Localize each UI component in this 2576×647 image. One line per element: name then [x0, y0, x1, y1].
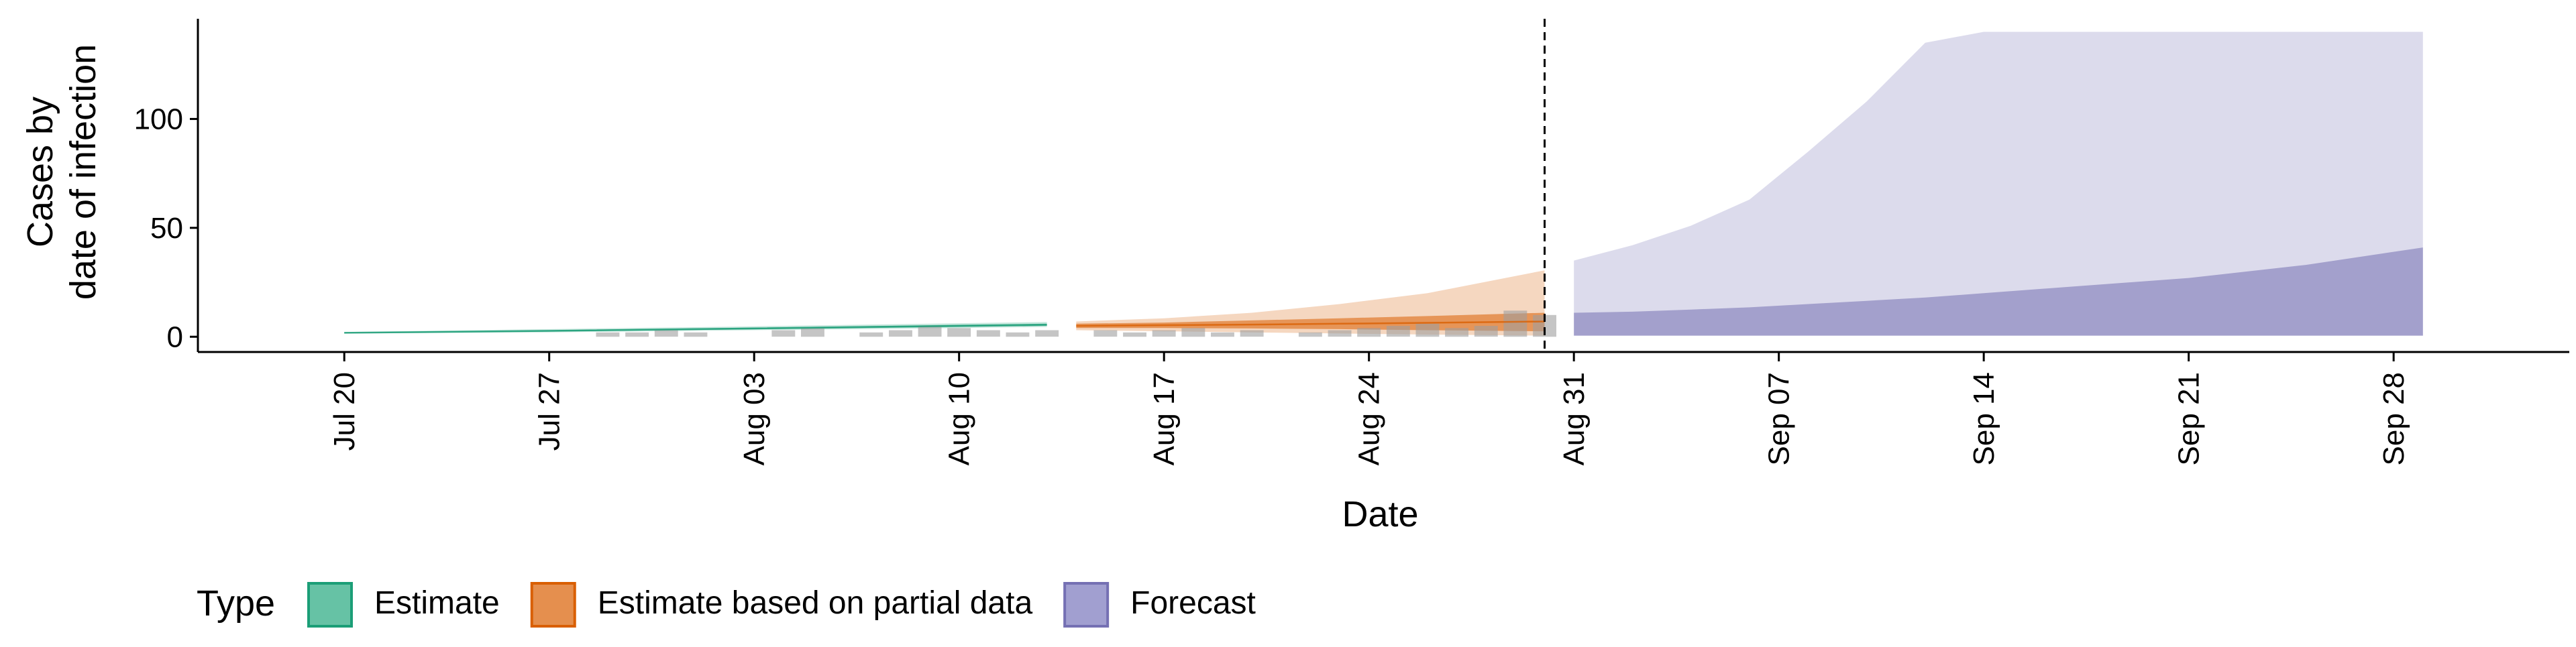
- median-lines-layer: [344, 320, 1545, 334]
- observed-bar: [771, 330, 796, 337]
- x-tick-label: Sep 14: [1968, 372, 2000, 465]
- observed-bar: [1357, 328, 1381, 337]
- y-tick-label: 0: [167, 320, 183, 353]
- observed-bars-layer: [596, 310, 1556, 337]
- observed-bar: [976, 330, 1000, 337]
- legend-item-estimate-based-on-partial-data: Estimate based on partial data: [530, 582, 1033, 628]
- x-tick-label: Aug 24: [1353, 372, 1386, 465]
- labels-layer: 0 50 100 Jul 20 Jul 27 Aug 03 Aug 10 Aug 17 Aug …: [20, 44, 2410, 534]
- bands-layer: [344, 32, 2423, 336]
- observed-bar: [1386, 326, 1410, 337]
- x-tick-label: Sep 21: [2173, 372, 2206, 465]
- axes-layer: [190, 19, 2569, 361]
- legend-label: Estimate based on partial data: [598, 585, 1033, 621]
- observed-bar: [1123, 332, 1146, 337]
- estimate-median-line: [344, 324, 1047, 334]
- observed-bar: [1240, 330, 1264, 337]
- forecast-inner-band: [1574, 247, 2423, 336]
- y-tick-label: 100: [134, 103, 183, 135]
- legend-item-forecast: Forecast: [1063, 582, 1256, 628]
- observed-bar: [1006, 332, 1030, 337]
- legend-title: Type: [197, 583, 275, 624]
- observed-bar: [1093, 330, 1118, 337]
- estimate-based-on-partial-data-median-line: [1076, 320, 1545, 327]
- observed-bar: [1035, 330, 1059, 337]
- x-axis-title: Date: [1342, 494, 1418, 534]
- observed-bar: [1415, 323, 1440, 337]
- x-tick-label: Sep 07: [1763, 372, 1796, 465]
- legend-swatch: [1063, 582, 1110, 628]
- y-axis-title: Cases bydate of infection: [20, 44, 103, 300]
- observed-bar: [918, 326, 942, 337]
- observed-bar: [684, 332, 708, 337]
- observed-bar: [625, 332, 649, 337]
- observed-bar: [654, 330, 678, 337]
- observed-bar: [1181, 328, 1205, 337]
- forecast-outer-band: [1574, 32, 2423, 336]
- x-tick-label: Jul 20: [328, 372, 361, 451]
- y-axis-title-line: date of infection: [63, 44, 103, 300]
- observed-bar: [1503, 310, 1527, 337]
- observed-bar: [859, 332, 883, 337]
- x-tick-label: Aug 31: [1558, 372, 1591, 465]
- legend-item-estimate: Estimate: [307, 582, 500, 628]
- observed-bar: [1152, 330, 1176, 337]
- legend: Type Estimate Estimate based on partial da…: [197, 582, 1256, 628]
- x-tick-label: Aug 03: [738, 372, 771, 465]
- x-tick-label: Jul 27: [533, 372, 566, 451]
- observed-bar: [1298, 332, 1322, 337]
- legend-label: Estimate: [374, 585, 500, 621]
- observed-bar: [947, 328, 971, 337]
- observed-bar: [1445, 328, 1468, 337]
- legend-label: Forecast: [1130, 585, 1256, 621]
- observed-bar: [1211, 332, 1234, 337]
- x-tick-label: Aug 17: [1148, 372, 1181, 465]
- observed-bar: [596, 332, 620, 337]
- x-tick-label: Aug 10: [943, 372, 976, 465]
- legend-swatch: [307, 582, 353, 628]
- observed-bar: [801, 328, 824, 337]
- legend-swatch: [530, 582, 576, 628]
- y-axis-title-line: Cases by: [20, 97, 60, 247]
- observed-bar: [1328, 330, 1352, 337]
- x-tick-label: Sep 28: [2377, 372, 2410, 465]
- observed-bar: [1474, 326, 1498, 337]
- observed-bar: [889, 330, 912, 337]
- y-tick-label: 50: [150, 212, 183, 245]
